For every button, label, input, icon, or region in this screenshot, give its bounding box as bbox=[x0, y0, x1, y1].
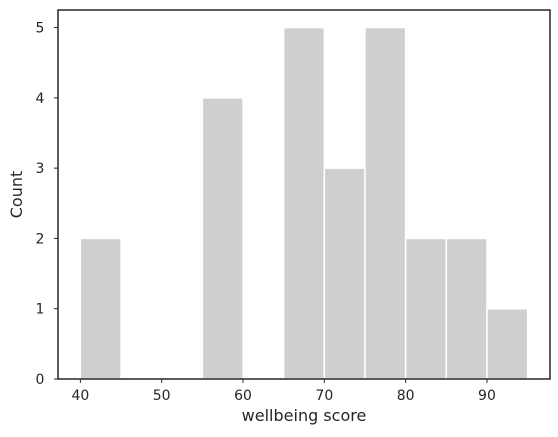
y-tick-label: 4 bbox=[36, 91, 45, 107]
histogram-bar bbox=[79, 237, 122, 380]
x-tick-label: 60 bbox=[234, 388, 252, 404]
x-axis-ticks: 40 50 60 70 80 90 bbox=[71, 379, 496, 404]
histogram-bar bbox=[486, 307, 529, 380]
bars-group bbox=[79, 26, 529, 380]
x-tick-label: 50 bbox=[153, 388, 171, 404]
histogram-bar bbox=[201, 97, 244, 380]
x-tick-label: 40 bbox=[71, 388, 89, 404]
histogram-bar bbox=[404, 237, 448, 380]
y-tick-label: 5 bbox=[36, 21, 45, 37]
histogram-bar bbox=[364, 26, 407, 380]
x-tick-label: 80 bbox=[397, 388, 415, 404]
y-tick-label: 1 bbox=[36, 302, 45, 318]
y-tick-label: 2 bbox=[36, 231, 45, 247]
x-tick-label: 90 bbox=[478, 388, 496, 404]
histogram-bar bbox=[445, 237, 488, 380]
plot-frame bbox=[57, 9, 551, 380]
y-tick-label: 3 bbox=[36, 161, 45, 177]
histogram-bar bbox=[323, 167, 366, 380]
x-axis-label: wellbeing score bbox=[242, 406, 367, 425]
histogram-bar bbox=[282, 26, 326, 380]
x-tick-label: 70 bbox=[315, 388, 333, 404]
y-tick-label: 0 bbox=[36, 372, 45, 388]
y-axis-ticks: 0 1 2 3 4 5 bbox=[36, 21, 58, 388]
y-axis-label: Count bbox=[7, 171, 26, 219]
